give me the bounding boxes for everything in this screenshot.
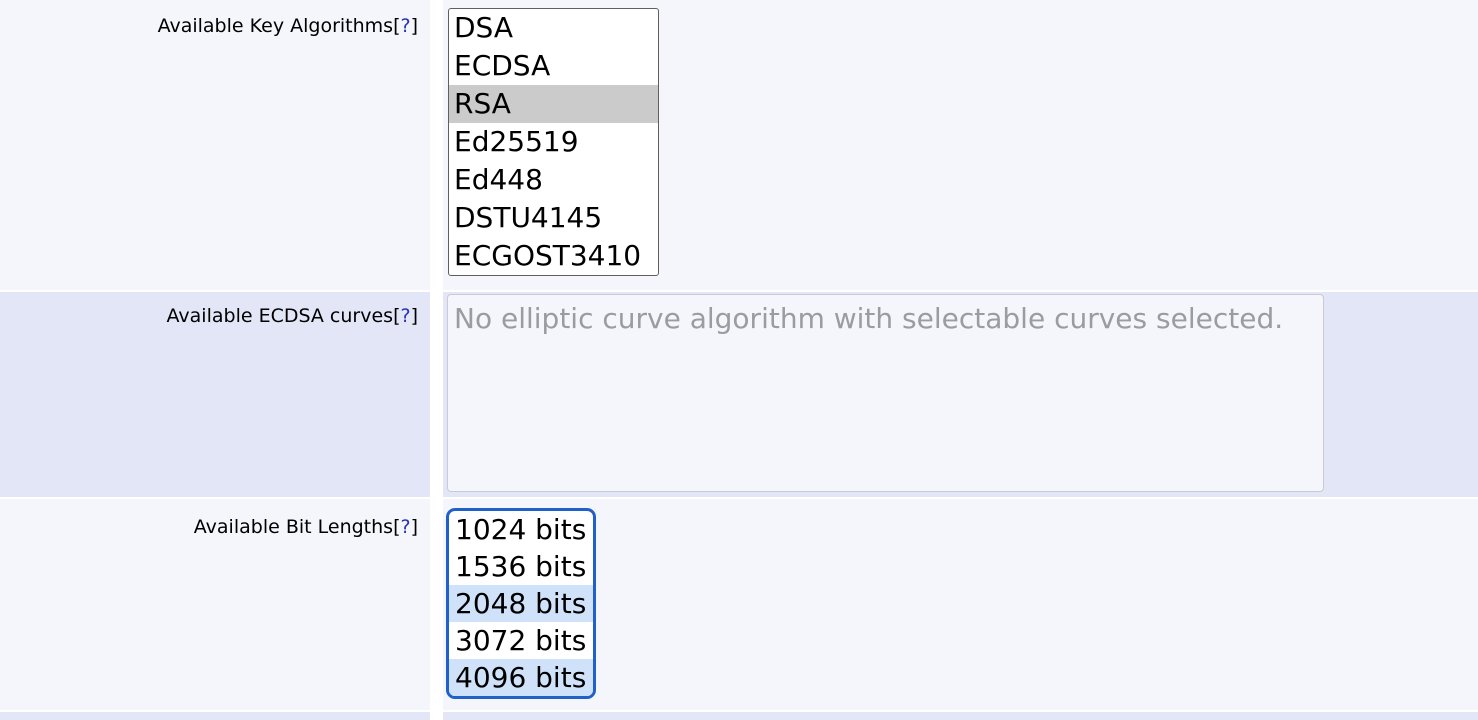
listbox-option[interactable]: 1024 bits [455,513,587,546]
key-algorithms-label: Available Key Algorithms [157,15,394,37]
form-row-ecdsa-curves: Available ECDSA curves[?] No elliptic cu… [0,292,1478,497]
bit-lengths-control-cell: 1024 bits 1536 bits 2048 bits 3072 bits 4096… [443,499,1478,710]
bit-lengths-label: Available Bit Lengths [193,516,394,538]
form-row-bit-lengths: Available Bit Lengths[?] 1024 bits 1536 b… [0,499,1478,710]
next-row-control-cell [443,712,1478,720]
help-bracket-open: [ [393,305,401,327]
ecdsa-curves-control-cell: No elliptic curve algorithm with selecta… [443,292,1478,497]
listbox-option[interactable]: 3072 bits [455,624,587,657]
help-bracket-close: ] [410,305,418,327]
bit-lengths-listbox[interactable]: 1024 bits 1536 bits 2048 bits 3072 bits 4096… [446,508,596,699]
listbox-option[interactable]: ECGOST3410 [454,239,642,272]
listbox-option[interactable]: 1536 bits [455,550,587,583]
key-algorithms-label-cell: Available Key Algorithms[?] [0,0,430,290]
listbox-option[interactable]: DSTU4145 [454,201,603,234]
listbox-option[interactable]: DSA [454,11,514,44]
help-bracket-close: ] [410,15,418,37]
help-bracket-close: ] [410,516,418,538]
help-bracket-open: [ [393,15,401,37]
ecdsa-curves-label-cell: Available ECDSA curves[?] [0,292,430,497]
form-row-next-partial [0,712,1478,720]
bit-lengths-help-link[interactable]: ? [400,516,411,538]
ecdsa-curves-label: Available ECDSA curves [166,305,394,327]
bit-lengths-label-cell: Available Bit Lengths[?] [0,499,430,710]
listbox-option[interactable]: Ed448 [454,163,543,196]
listbox-option[interactable]: 2048 bits [449,585,593,622]
listbox-option[interactable]: RSA [449,85,658,123]
form-row-key-algorithms: Available Key Algorithms[?] DSA ECDSA RSA E… [0,0,1478,290]
help-bracket-open: [ [393,516,401,538]
listbox-option[interactable]: 4096 bits [449,659,593,696]
next-row-label-cell [0,712,430,720]
ecdsa-curves-help-link[interactable]: ? [400,305,411,327]
listbox-option[interactable]: ECDSA [454,49,551,82]
listbox-option[interactable]: Ed25519 [454,125,579,158]
ecdsa-curves-disabled-listbox: No elliptic curve algorithm with selecta… [447,294,1324,492]
key-algorithms-listbox[interactable]: DSA ECDSA RSA Ed25519 Ed448 DSTU4145 ECGOST341… [448,8,659,276]
key-algorithms-help-link[interactable]: ? [400,15,411,37]
key-algorithms-control-cell: DSA ECDSA RSA Ed25519 Ed448 DSTU4145 ECGOST341… [443,0,1478,290]
